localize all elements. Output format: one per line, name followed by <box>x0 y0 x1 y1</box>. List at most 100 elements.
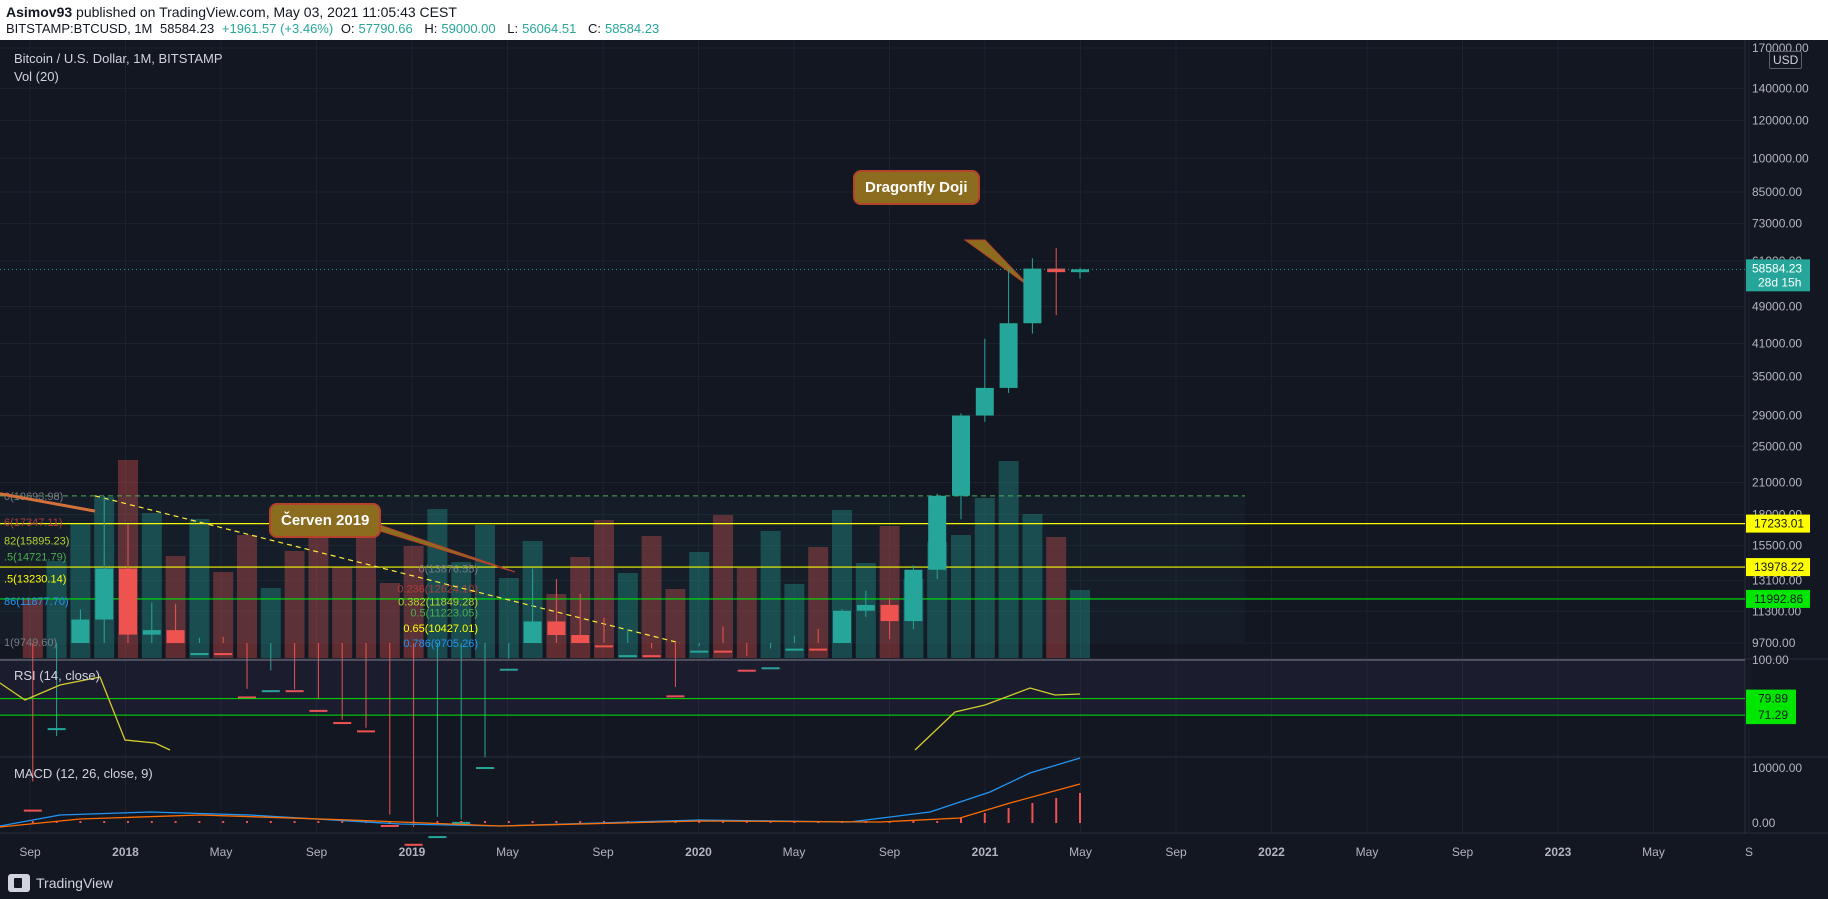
main-legend: Bitcoin / U.S. Dollar, 1M, BITSTAMP <box>14 51 223 66</box>
fib-left-label: 1(9749.60) <box>4 637 57 649</box>
volume-bar <box>617 573 638 658</box>
price-tick-label: 15500.00 <box>1752 539 1802 553</box>
volume-bar <box>784 584 805 658</box>
doji-pointer <box>963 239 1031 288</box>
candle-body <box>380 824 399 827</box>
candle-body <box>214 653 233 656</box>
fib-left-label: 82(15895.23) <box>4 535 69 547</box>
time-tick-label: Sep <box>1165 845 1187 859</box>
price-tick-label: 85000.00 <box>1752 185 1802 199</box>
macd-legend: MACD (12, 26, close, 9) <box>14 766 153 781</box>
macd-tick-label: 10000.00 <box>1752 761 1802 775</box>
volume-bar <box>260 588 281 658</box>
candle-body <box>666 695 685 698</box>
price-tick-label: 35000.00 <box>1752 369 1802 383</box>
candle-body <box>714 650 732 653</box>
price-axes[interactable]: 170000.00140000.00120000.00100000.008500… <box>19 41 1810 859</box>
current-price-label: 58584.23 <box>1752 261 1802 275</box>
volume-bar <box>475 525 495 658</box>
chart-canvas[interactable]: 0(19693.98) 6(17347.11) 82(15895.23) .5(147… <box>0 40 1828 868</box>
trend-line <box>94 495 681 644</box>
last-price: 58584.23 <box>160 21 215 36</box>
candle-body <box>23 809 42 812</box>
candle-body <box>404 843 423 846</box>
time-tick-label: Sep <box>1452 845 1474 859</box>
volume-bar <box>1022 514 1043 658</box>
low-label: L: 56064.51 <box>507 21 577 36</box>
price-tick-label: 49000.00 <box>1752 299 1802 313</box>
price-tick-label: 100000.00 <box>1752 151 1809 165</box>
volume-bar <box>22 598 43 658</box>
symbol-label: BITSTAMP:BTCUSD, 1M <box>6 21 153 36</box>
price-tick-label: 41000.00 <box>1752 337 1802 351</box>
volume-bar <box>189 519 210 658</box>
candle-body <box>95 568 114 620</box>
time-tick-label: May <box>210 845 233 859</box>
tradingview-logo[interactable]: TradingView <box>8 874 113 892</box>
candle-body <box>618 655 637 658</box>
time-tick-label: 2020 <box>685 845 712 859</box>
candle-body <box>904 569 923 622</box>
time-tick-label: May <box>1356 845 1379 859</box>
rsi-line <box>0 676 171 751</box>
volume-bar <box>237 535 257 658</box>
macd-pane <box>0 757 1081 828</box>
price-tick-label: 120000.00 <box>1752 113 1809 127</box>
candle-body <box>690 650 709 653</box>
fib-right-label: 0.65(10427.01) <box>403 623 478 635</box>
fib-left-label: 6(17347.11) <box>4 517 63 529</box>
candle-body <box>47 728 66 731</box>
candle-body <box>952 415 970 496</box>
price-tick-label: 9700.00 <box>1752 636 1796 650</box>
arrow-line <box>0 492 96 513</box>
price-tick-label: 140000.00 <box>1752 81 1809 95</box>
candle-body <box>1023 268 1042 324</box>
candle-body <box>166 630 185 643</box>
candle-body <box>71 619 90 643</box>
chart-footer: TradingView <box>0 868 1828 899</box>
volume-bar <box>689 552 710 658</box>
candle-body <box>856 604 875 611</box>
time-tick-label: May <box>496 845 519 859</box>
currency-tag[interactable]: USD <box>1769 51 1803 69</box>
dragonfly-doji-callout: Dragonfly Doji <box>853 170 980 205</box>
rsi-legend: RSI (14, close) <box>14 668 100 683</box>
candle-body <box>999 323 1018 388</box>
volume-bar <box>141 513 162 658</box>
candle-body <box>642 655 661 658</box>
volume-bar <box>951 535 971 658</box>
chart-header: Asimov93 published on TradingView.com, M… <box>0 0 1828 40</box>
fib-zone <box>0 495 1245 642</box>
volume-bar <box>451 562 472 658</box>
fib-left-label: 0(19693.98) <box>4 491 63 503</box>
level-tag <box>1746 589 1810 608</box>
time-tick-label: 2018 <box>112 845 139 859</box>
fib-right-label: 0.236(12624.10) <box>397 583 478 595</box>
rsi-tag <box>1746 689 1796 708</box>
volume-bar <box>379 583 400 658</box>
chart-grid <box>0 40 1828 834</box>
candle-body <box>261 690 280 693</box>
volume-bar <box>879 526 900 658</box>
volume-bar <box>760 531 781 658</box>
volume-bar <box>308 514 329 658</box>
price-tick-label: 25000.00 <box>1752 439 1802 453</box>
candle-body <box>285 690 304 693</box>
candle-body <box>880 604 899 622</box>
candle-body <box>333 722 352 725</box>
fib-right-label: 0.786(9705.26) <box>403 638 478 650</box>
time-tick-label: May <box>1069 845 1092 859</box>
volume-bar <box>808 547 829 658</box>
candle-body <box>523 621 542 643</box>
candle-body <box>928 495 947 570</box>
author-name[interactable]: Asimov93 <box>6 4 73 20</box>
price-tick-label: 73000.00 <box>1752 217 1802 231</box>
time-tick-label: May <box>783 845 806 859</box>
volume-bar <box>1070 590 1090 658</box>
volume-bar <box>498 578 519 658</box>
candle-body <box>428 836 447 839</box>
volume-bar <box>213 572 234 658</box>
candle-body <box>571 635 590 643</box>
time-tick-label: Sep <box>592 845 614 859</box>
rsi-line-recent <box>914 687 1081 751</box>
